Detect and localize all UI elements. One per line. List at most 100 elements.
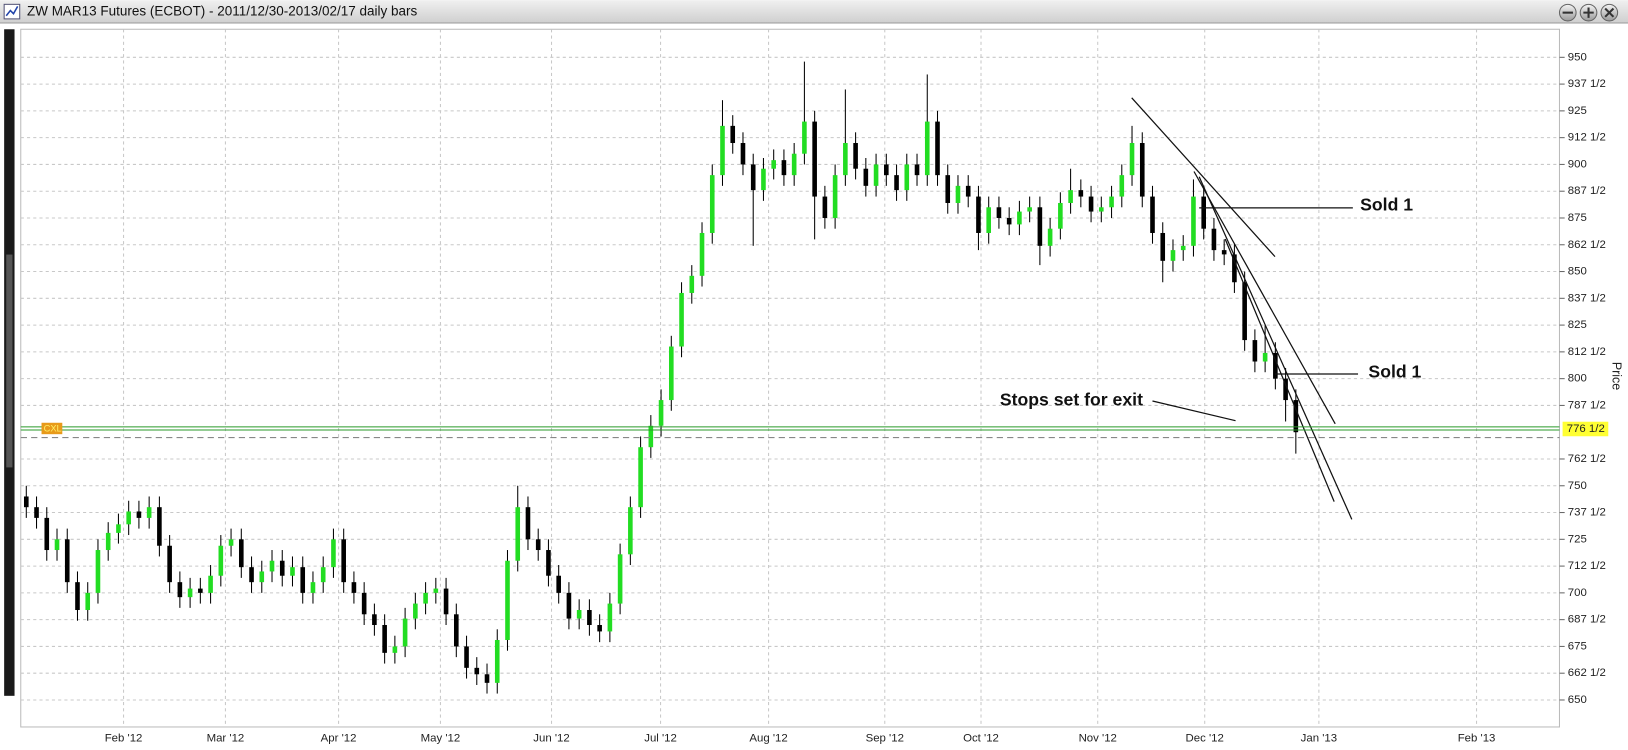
candle-body [1221, 250, 1227, 255]
candle-body [791, 153, 797, 176]
candle-body [187, 588, 193, 598]
candle-body [535, 539, 541, 551]
candle-body [126, 511, 131, 525]
candle-body [351, 582, 357, 593]
close-glyph [1604, 7, 1615, 18]
overlay: 776 1/2 CXL [20, 421, 1609, 439]
plot-area [20, 28, 1560, 728]
x-tick-label: Apr '12 [321, 732, 357, 744]
candle-body [1006, 217, 1012, 225]
candle-body [965, 185, 971, 197]
candle-body [474, 667, 480, 675]
y-tick-label: 700 [1568, 587, 1587, 599]
y-tick-label: 662 1/2 [1568, 667, 1606, 679]
candle-body [1191, 196, 1196, 246]
candle-body [730, 125, 736, 144]
last-price-label: 776 1/2 [1567, 423, 1605, 435]
candle-body [34, 507, 39, 518]
annotation: Sold 1 [1360, 194, 1413, 214]
candle-body [1017, 211, 1022, 225]
candle-body [290, 567, 295, 576]
candle-body [679, 292, 684, 347]
candle-body [64, 539, 70, 583]
annotation-leader [1152, 400, 1236, 422]
candle-body [218, 545, 224, 576]
candle-body [843, 143, 848, 176]
candle-body [720, 125, 725, 176]
candle-body [597, 625, 602, 632]
candle-body [1037, 207, 1043, 246]
y-tick-label: 650 [1568, 694, 1587, 706]
candle-body [894, 175, 899, 191]
y-tick-label: 762 1/2 [1568, 453, 1606, 465]
candle-body [607, 603, 613, 632]
candle-body [372, 614, 377, 626]
candle-body [740, 143, 746, 165]
candle-body [1252, 340, 1258, 362]
y-tick-label: 950 [1568, 51, 1587, 63]
candle-body [904, 164, 910, 191]
candle-body [648, 425, 654, 448]
candle-body [484, 674, 490, 683]
candle-body [1293, 400, 1299, 433]
x-tick-label: Mar '12 [207, 732, 245, 744]
candle-body [546, 550, 551, 576]
candle-body [1242, 282, 1247, 341]
x-tick-label: Jun '12 [533, 732, 569, 744]
y-tick-label: 812 1/2 [1568, 346, 1606, 358]
candle-body [116, 524, 121, 533]
candle-body [44, 517, 50, 551]
window-icon-glyph [5, 6, 19, 17]
candle-body [494, 639, 500, 683]
candle-body [95, 550, 101, 593]
candle-body [935, 121, 940, 176]
candle-body [157, 507, 162, 546]
candle-body [873, 164, 879, 186]
y-tick-label: 925 [1568, 105, 1587, 117]
candle-body [505, 560, 510, 640]
candle-body [576, 610, 582, 619]
candle-body [1232, 254, 1237, 283]
candle-body [1129, 143, 1135, 176]
y-tick-label: 875 [1568, 212, 1587, 224]
trend-lines [1131, 97, 1359, 520]
y-tick-label: 912 1/2 [1568, 132, 1606, 144]
candle-body [976, 196, 981, 233]
candle-body [1139, 143, 1145, 197]
candle-body [1109, 196, 1114, 208]
x-tick-label: Jul '12 [644, 732, 677, 744]
title-bar [0, 0, 1628, 24]
candle-body [341, 539, 346, 583]
trend-line [1193, 171, 1336, 425]
y-tick-label: 937 1/2 [1568, 78, 1606, 90]
candle-body [1150, 196, 1155, 233]
x-tick-label: May '12 [421, 732, 461, 744]
candle-body [361, 592, 367, 615]
candle-body [167, 545, 172, 583]
candle-body [1211, 228, 1217, 251]
candle-body [556, 575, 561, 593]
candle-body [658, 400, 664, 426]
candle-body [331, 539, 336, 568]
x-tick-label: Feb '12 [105, 732, 143, 744]
y-tick-label: 712 1/2 [1568, 560, 1606, 572]
candle-body [986, 207, 991, 233]
candle-body [402, 618, 408, 647]
candle-body [75, 582, 80, 611]
candle-body [863, 168, 869, 186]
scroll-thumb[interactable] [6, 254, 13, 468]
candle-body [1047, 228, 1053, 246]
candle-body [638, 447, 643, 508]
candle-body [914, 164, 920, 176]
candle-body [525, 507, 531, 540]
candle-body [832, 175, 838, 218]
x-tick-label: Sep '12 [866, 732, 904, 744]
window-buttons[interactable] [1558, 3, 1619, 22]
candle-body [1099, 207, 1104, 212]
candle-body [1273, 352, 1278, 379]
candle-body [310, 582, 316, 593]
candle-body [996, 207, 1002, 218]
candle-body [54, 539, 60, 551]
y-tick-label: 787 1/2 [1568, 399, 1606, 411]
